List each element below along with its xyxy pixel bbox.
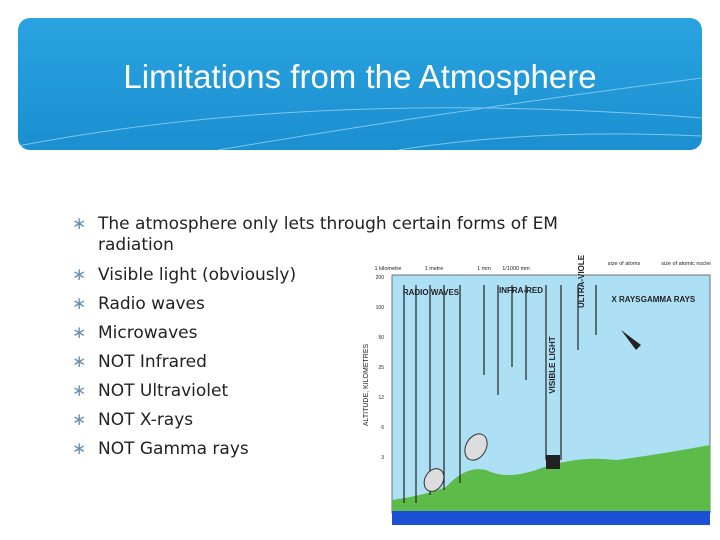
bullet: The atmosphere only lets through certain… — [72, 214, 612, 256]
band-label: X RAYS — [611, 295, 641, 304]
altitude-tick: 100 — [376, 305, 385, 311]
atmosphere-diagram: 1 kilometre 1 metre 1 mm 1/1000 mm size of a… — [363, 255, 711, 525]
band-label: INFRA-RED — [499, 286, 543, 295]
altitude-tick: 12 — [378, 395, 384, 401]
altitude-tick: 6 — [381, 425, 384, 431]
altitude-tick: 50 — [378, 335, 384, 341]
bullet: NOT Ultraviolet — [72, 381, 612, 402]
band-label: ULTRA-VIOLET — [577, 255, 586, 308]
altitude-tick: 25 — [378, 365, 384, 371]
altitude-tick: 200 — [376, 275, 385, 281]
bullet: Visible light (obviously) — [72, 265, 612, 286]
altitude-tick: 3 — [381, 455, 384, 461]
scale-label: size of atomic nuclei — [661, 261, 711, 267]
bullet: Microwaves — [72, 323, 612, 344]
scale-label: 1/1000 mm — [502, 266, 530, 272]
band-label: GAMMA RAYS — [641, 295, 696, 304]
bullet: NOT Infrared — [72, 352, 612, 373]
bullet: NOT X-rays — [72, 410, 612, 431]
scale-label: 1 mm — [477, 266, 491, 272]
scale-label: 1 metre — [425, 266, 444, 272]
slide-title: Limitations from the Atmosphere — [123, 58, 597, 95]
band-label: VISIBLE LIGHT — [548, 336, 557, 393]
bullet: Radio waves — [72, 294, 612, 315]
band-label: RADIO WAVES — [403, 288, 460, 297]
axis-label: ALTITUDE, KILOMETRES — [363, 344, 370, 427]
title-decoration — [18, 77, 702, 150]
scale-label: size of atoms — [608, 261, 641, 267]
bullet: NOT Gamma rays — [72, 439, 612, 460]
title-box: Limitations from the Atmosphere — [18, 18, 702, 150]
bullet-list: The atmosphere only lets through certain… — [72, 214, 612, 468]
scale-label: 1 kilometre — [375, 266, 402, 272]
